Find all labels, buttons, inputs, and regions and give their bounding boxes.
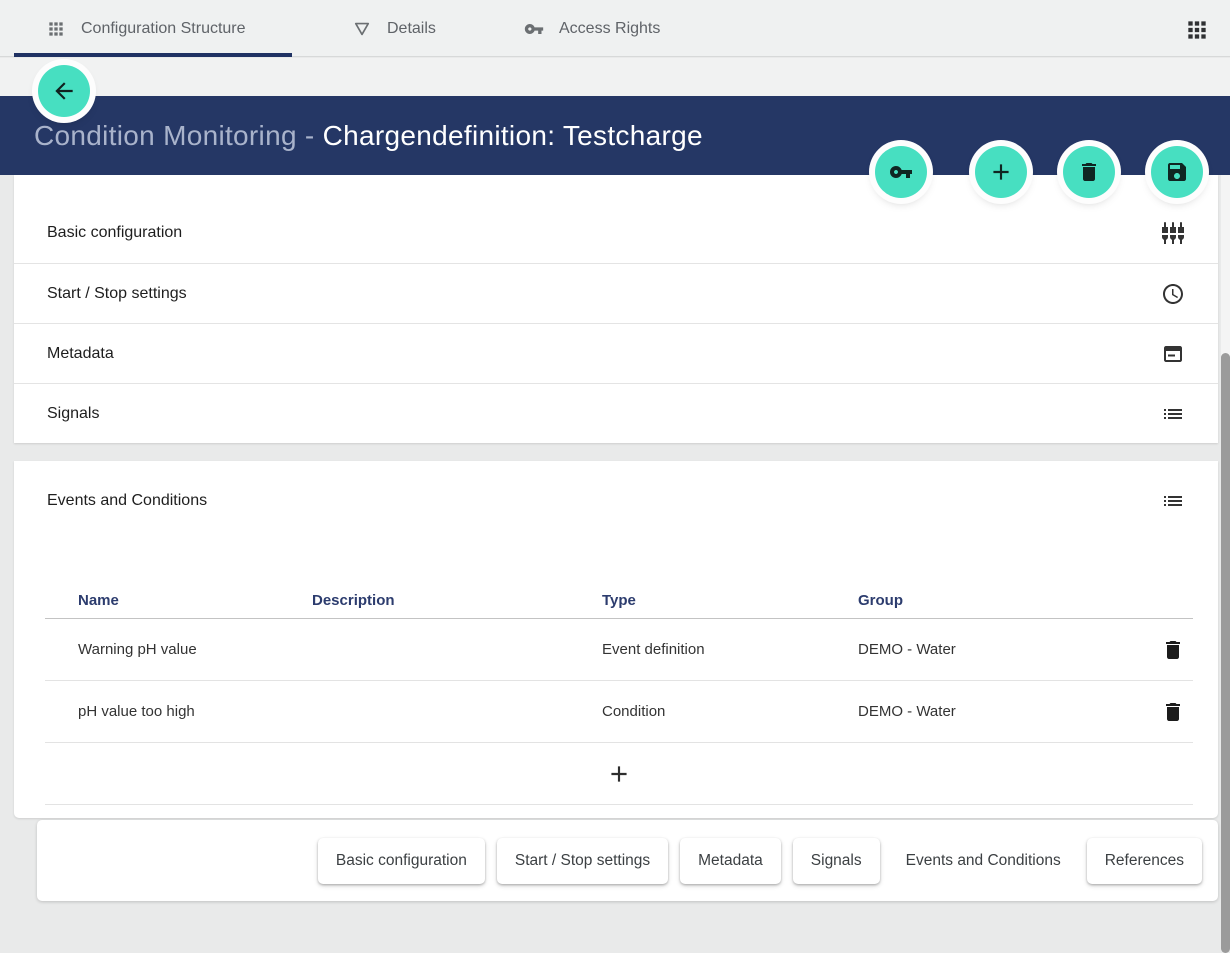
scrollbar-thumb[interactable] xyxy=(1221,353,1230,953)
cell-group: DEMO - Water xyxy=(858,641,956,658)
section-signals[interactable]: Signals xyxy=(14,383,1218,443)
row-delete-button[interactable] xyxy=(1161,638,1185,662)
tab-label: Configuration Structure xyxy=(81,19,246,37)
column-header-name: Name xyxy=(78,592,119,609)
trash-icon xyxy=(1166,702,1180,721)
table-row[interactable]: pH value too high Condition DEMO - Water xyxy=(45,681,1193,743)
scrollbar-track[interactable] xyxy=(1221,175,1230,953)
plus-icon xyxy=(993,164,1009,180)
clock-icon xyxy=(1163,283,1183,304)
footer-button-signals[interactable]: Signals xyxy=(792,837,880,884)
section-basic-configuration[interactable]: Basic configuration xyxy=(14,203,1218,263)
save-icon xyxy=(1168,163,1186,181)
add-button[interactable] xyxy=(975,146,1027,198)
card-line-icon xyxy=(1164,345,1182,362)
cell-name: Warning pH value xyxy=(78,641,197,658)
key-icon xyxy=(890,166,912,178)
events-section-title: Events and Conditions xyxy=(47,492,208,509)
key-icon xyxy=(524,23,544,34)
trash-icon xyxy=(1166,640,1180,659)
list-icon xyxy=(1164,408,1182,419)
cell-name: pH value too high xyxy=(78,703,195,720)
footer-button-metadata[interactable]: Metadata xyxy=(680,837,781,884)
tab-details[interactable]: Details xyxy=(352,0,436,57)
events-table: Name Description Type Group Warning pH v… xyxy=(45,575,1193,805)
toolbar-strip xyxy=(0,58,1230,96)
tab-configuration-structure[interactable]: Configuration Structure xyxy=(46,0,246,57)
column-header-description: Description xyxy=(312,592,395,609)
list-icon xyxy=(1164,496,1182,506)
footer-button-start-stop-settings[interactable]: Start / Stop settings xyxy=(496,837,669,884)
configuration-sections-card: Basic configuration Start / Stop setting… xyxy=(14,175,1218,443)
arrow-left-icon xyxy=(55,82,73,100)
column-header-type: Type xyxy=(602,592,636,609)
events-and-conditions-card: Events and Conditions Name Description T… xyxy=(14,461,1218,818)
grid-icon xyxy=(49,21,63,36)
row-delete-button[interactable] xyxy=(1161,700,1185,724)
top-tab-bar: Configuration Structure Details Access R… xyxy=(0,0,1230,57)
section-metadata[interactable]: Metadata xyxy=(14,323,1218,383)
cell-type: Condition xyxy=(602,703,666,720)
plus-icon xyxy=(611,765,627,782)
cell-type: Event definition xyxy=(602,641,705,658)
trash-icon xyxy=(1082,163,1096,181)
section-shortcut-bar: Basic configuration Start / Stop setting… xyxy=(37,820,1218,901)
page-header: Condition Monitoring - Chargendefinition… xyxy=(0,96,1230,175)
cell-group: DEMO - Water xyxy=(858,703,956,720)
footer-button-events-and-conditions[interactable]: Events and Conditions xyxy=(892,838,1075,884)
section-label: Signals xyxy=(47,404,100,422)
tab-label: Access Rights xyxy=(559,19,661,37)
section-start-stop-settings[interactable]: Start / Stop settings xyxy=(14,263,1218,323)
events-table-header-row: Name Description Type Group xyxy=(45,575,1193,619)
back-button[interactable] xyxy=(38,65,90,117)
tab-access-rights[interactable]: Access Rights xyxy=(524,0,660,57)
column-header-group: Group xyxy=(858,592,903,609)
tab-label: Details xyxy=(387,19,436,37)
access-key-button[interactable] xyxy=(875,146,927,198)
delete-button[interactable] xyxy=(1063,146,1115,198)
table-row[interactable]: Warning pH value Event definition DEMO -… xyxy=(45,619,1193,681)
footer-button-basic-configuration[interactable]: Basic configuration xyxy=(317,837,485,884)
sliders-icon xyxy=(1162,222,1184,244)
page-title-main: Chargendefinition: Testcharge xyxy=(322,119,703,151)
events-section-header[interactable]: Events and Conditions xyxy=(14,489,1218,513)
page-title-prefix: Condition Monitoring - xyxy=(34,119,323,151)
section-label: Metadata xyxy=(47,344,114,362)
apps-grid-icon[interactable] xyxy=(1184,17,1210,43)
page-title: Condition Monitoring - Chargendefinition… xyxy=(34,120,703,152)
footer-button-references[interactable]: References xyxy=(1086,837,1202,884)
section-label: Start / Stop settings xyxy=(47,284,187,302)
add-row-button[interactable] xyxy=(45,743,1193,805)
funnel-icon xyxy=(354,22,370,35)
save-button[interactable] xyxy=(1151,146,1203,198)
active-tab-underline xyxy=(14,53,292,57)
section-label: Basic configuration xyxy=(47,224,183,241)
